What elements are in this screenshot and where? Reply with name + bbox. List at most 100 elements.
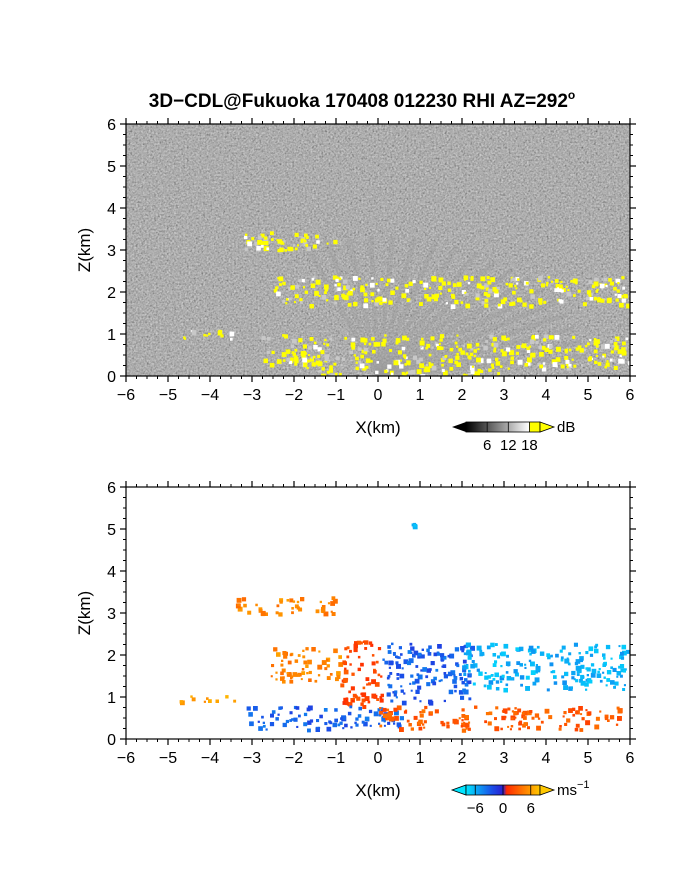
reflectivity-echo — [393, 360, 399, 366]
reflectivity-echo — [484, 303, 489, 308]
reflectivity-echo — [463, 294, 466, 297]
velocity-echo — [513, 711, 518, 716]
velocity-echo — [485, 712, 490, 716]
reflectivity-echo — [486, 293, 491, 298]
velocity-echo — [335, 677, 339, 682]
velocity-echo — [398, 656, 401, 659]
reflectivity-echo — [344, 336, 348, 340]
reflectivity-echo — [465, 303, 471, 309]
velocity-echo — [518, 727, 521, 731]
velocity-echo — [382, 658, 385, 661]
reflectivity-echo — [365, 283, 368, 286]
reflectivity-echo — [439, 334, 445, 339]
x-tick-label: 2 — [458, 750, 467, 767]
reflectivity-echo — [463, 278, 466, 281]
velocity-echo — [362, 686, 366, 690]
reflectivity-echo — [483, 345, 488, 351]
y-tick-label: 2 — [107, 285, 116, 302]
velocity-echo — [574, 661, 579, 666]
reflectivity-beam — [376, 250, 479, 376]
reflectivity-echo — [588, 294, 592, 298]
velocity-echo — [301, 671, 306, 675]
reflectivity-echo — [469, 365, 475, 371]
velocity-echo — [487, 684, 492, 690]
velocity-echo — [298, 714, 301, 718]
velocity-echo — [246, 706, 251, 711]
velocity-echo — [607, 719, 610, 722]
reflectivity-echo — [276, 359, 282, 364]
reflectivity-echo — [368, 342, 372, 346]
velocity-echo — [417, 721, 422, 725]
velocity-echo — [394, 690, 398, 694]
reflectivity-echo — [352, 287, 356, 291]
velocity-echo — [467, 727, 471, 731]
velocity-echo — [292, 672, 298, 677]
reflectivity-echo — [377, 296, 383, 302]
velocity-echo — [321, 605, 326, 609]
velocity-echo — [190, 695, 193, 698]
velocity-echo — [471, 660, 475, 664]
reflectivity-echo — [286, 298, 289, 301]
reflectivity-echo — [461, 290, 466, 295]
reflectivity-echo — [374, 301, 379, 306]
velocity-echo — [345, 701, 349, 706]
reflectivity-echo — [582, 302, 587, 307]
reflectivity-echo — [365, 358, 371, 363]
reflectivity-echo — [289, 297, 292, 301]
reflectivity-echo — [626, 303, 630, 309]
velocity-echo — [413, 524, 417, 527]
velocity-echo — [329, 721, 333, 725]
velocity-echo — [291, 607, 294, 610]
reflectivity-echo — [334, 295, 339, 301]
reflectivity-echo — [436, 345, 441, 351]
velocity-echo — [380, 693, 384, 698]
reflectivity-echo — [615, 298, 619, 302]
reflectivity-echo — [516, 345, 521, 349]
reflectivity-echo — [612, 358, 616, 362]
reflectivity-echo — [510, 360, 514, 365]
velocity-echo — [590, 663, 595, 667]
reflectivity-echo — [403, 354, 407, 358]
velocity-echo — [396, 656, 400, 659]
reflectivity-echo — [444, 355, 448, 358]
velocity-echo — [306, 672, 309, 675]
velocity-echo — [283, 654, 288, 659]
velocity-echo — [580, 713, 583, 716]
reflectivity-echo — [566, 366, 569, 369]
velocity-echo — [572, 707, 576, 711]
x-tick-label: −1 — [327, 750, 345, 767]
velocity-echo — [544, 708, 550, 714]
reflectivity-echo — [424, 294, 429, 299]
reflectivity-echo — [495, 357, 499, 361]
reflectivity-echo — [275, 286, 279, 290]
velocity-echo — [346, 646, 350, 650]
reflectivity-echo — [303, 363, 308, 368]
y-tick-label: 5 — [107, 522, 116, 539]
colorbar-tick-label: 0 — [499, 800, 507, 817]
velocity-echo — [463, 689, 469, 695]
velocity-echo — [243, 603, 247, 608]
reflectivity-echo — [589, 339, 592, 342]
reflectivity-echo — [277, 277, 280, 280]
velocity-echo — [308, 678, 312, 682]
velocity-echo — [527, 726, 530, 730]
reflectivity-echo — [490, 277, 496, 282]
velocity-echo — [338, 662, 344, 667]
velocity-echo — [357, 714, 362, 718]
reflectivity-echo — [454, 360, 459, 365]
velocity-echo — [399, 716, 404, 721]
reflectivity-echo — [309, 357, 314, 362]
reflectivity-echo — [596, 288, 599, 291]
reflectivity-echoes — [183, 231, 630, 376]
reflectivity-echo — [493, 347, 497, 350]
reflectivity-echo — [622, 341, 626, 346]
reflectivity-echo — [457, 282, 462, 287]
velocity-echo — [378, 722, 381, 725]
velocity-echo — [610, 657, 613, 660]
reflectivity-echo — [593, 349, 598, 354]
reflectivity-echo — [288, 287, 292, 291]
velocity-echo — [360, 692, 363, 696]
velocity-echo — [377, 647, 382, 651]
velocity-echo — [398, 646, 402, 650]
velocity-echo — [280, 663, 284, 667]
